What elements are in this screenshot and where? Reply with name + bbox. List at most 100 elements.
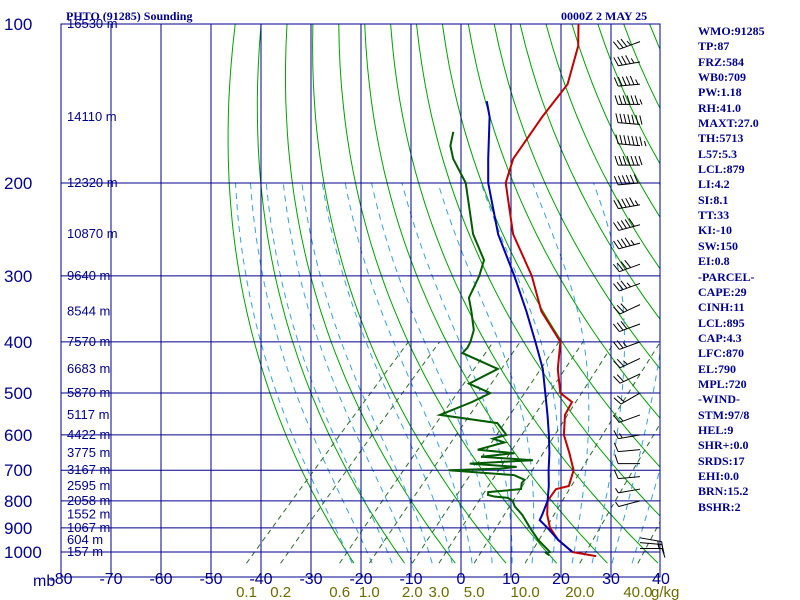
mixing-ratio-line bbox=[411, 341, 560, 564]
temperature-tick-label: -40 bbox=[249, 571, 272, 588]
wind-barb-feather bbox=[634, 155, 639, 166]
wind-barb-feather bbox=[613, 414, 620, 423]
wind-barb-feather bbox=[617, 76, 623, 86]
height-label: 3167 m bbox=[67, 462, 110, 477]
wind-barb-feather bbox=[613, 341, 620, 350]
wind-barb-feather bbox=[635, 136, 639, 146]
wind-barb-feather bbox=[620, 38, 628, 47]
wind-barb-feather bbox=[621, 76, 627, 86]
stat-item: MAXT:27.0 bbox=[698, 116, 759, 131]
temperature-tick-label: 10 bbox=[502, 571, 520, 588]
height-label: 7570 m bbox=[67, 334, 110, 349]
stat-item: EL:790 bbox=[698, 361, 737, 376]
wind-barb-feather bbox=[625, 174, 631, 185]
wind-barb-feather bbox=[625, 55, 631, 64]
temperature-tick-label: -20 bbox=[349, 571, 372, 588]
mixing-ratio-unit-label: g/kg bbox=[651, 584, 679, 600]
stat-item: PW:1.18 bbox=[698, 85, 742, 100]
wind-barb-feather bbox=[616, 281, 624, 290]
pressure-tick-label: 700 bbox=[4, 461, 32, 480]
height-label: 9640 m bbox=[67, 268, 110, 283]
pressure-tick-label: 900 bbox=[4, 519, 32, 538]
wind-barb-feather bbox=[621, 55, 627, 65]
stat-item: CAPE:29 bbox=[698, 284, 747, 299]
mixing-ratio-label: 1.0 bbox=[359, 584, 380, 600]
wind-barb-feather bbox=[626, 95, 631, 105]
wind-barb-feather bbox=[616, 221, 624, 230]
dry-adiabat-line bbox=[285, 24, 456, 564]
stat-item: L57:5.3 bbox=[698, 146, 737, 161]
wind-barb-feather bbox=[635, 114, 639, 125]
wind-barb-feather bbox=[616, 374, 625, 382]
dry-adiabat-line bbox=[338, 24, 558, 564]
dry-adiabat-line bbox=[779, 24, 800, 563]
wind-barb-feather bbox=[613, 41, 620, 50]
mixing-ratio-label: 10.0 bbox=[511, 584, 540, 600]
wind-barb-feather bbox=[630, 95, 635, 105]
stat-item: LFC:870 bbox=[698, 346, 744, 361]
dewpoint-trace bbox=[436, 131, 552, 557]
wind-barb-feather bbox=[624, 237, 631, 246]
moist-adiabat-line bbox=[631, 467, 660, 564]
wind-barb-half-feather bbox=[623, 360, 628, 365]
moist-adiabat-line bbox=[321, 182, 453, 564]
stat-item: HEL:9 bbox=[698, 422, 734, 437]
mixing-ratio-line bbox=[524, 341, 660, 564]
wind-barb-feather bbox=[614, 454, 619, 464]
stat-item: LCL:895 bbox=[698, 315, 745, 330]
stat-item: FRZ:584 bbox=[698, 54, 744, 69]
dry-adiabat-line bbox=[256, 24, 406, 564]
wind-barb-feather bbox=[613, 283, 620, 292]
wind-barb-feather bbox=[613, 442, 619, 452]
mixing-ratio-label: 40.0 bbox=[623, 584, 652, 600]
moist-adiabat-line bbox=[282, 182, 413, 564]
dry-adiabat-line bbox=[364, 24, 608, 564]
height-label: 16530 m bbox=[67, 16, 118, 31]
mixing-ratio-line bbox=[246, 341, 409, 564]
wind-barb-feather bbox=[613, 306, 621, 315]
height-label: 12320 m bbox=[67, 175, 118, 190]
stat-item: TH:5713 bbox=[698, 131, 744, 146]
temperature-tick-label: -80 bbox=[49, 571, 72, 588]
wind-barb-feather bbox=[624, 219, 631, 228]
wind-barb-half-feather bbox=[643, 140, 647, 147]
dry-adiabat-line bbox=[390, 24, 659, 564]
wind-barb-feather bbox=[613, 175, 619, 186]
wind-barb-feather bbox=[622, 95, 627, 105]
wind-barb-feather bbox=[613, 360, 621, 369]
mixing-ratio-line bbox=[579, 423, 660, 564]
wind-barb-feather bbox=[626, 155, 631, 166]
dry-adiabat-line bbox=[416, 24, 660, 517]
stat-item: -WIND- bbox=[698, 392, 740, 407]
wind-barb-feather bbox=[614, 95, 619, 105]
moist-adiabat-line bbox=[235, 182, 353, 564]
wind-barb-feather bbox=[618, 155, 623, 166]
height-label: 8544 m bbox=[67, 303, 110, 318]
wind-barb bbox=[618, 488, 641, 494]
wind-barb-feather bbox=[615, 134, 619, 144]
temperature-tick-label: 0 bbox=[457, 571, 466, 588]
wind-barb-feather bbox=[639, 115, 643, 125]
wind-barb-feather bbox=[613, 77, 619, 87]
wind-barb-half-feather bbox=[615, 501, 620, 507]
stat-item: STM:97/8 bbox=[698, 407, 750, 422]
pressure-tick-label: 500 bbox=[4, 384, 32, 403]
wind-barb-feather bbox=[616, 322, 624, 331]
dry-adiabat-line bbox=[519, 24, 660, 320]
wind-barb-feather bbox=[619, 113, 623, 124]
stat-item: BRN:15.2 bbox=[698, 484, 749, 499]
wind-barb-feather bbox=[614, 155, 619, 166]
dry-adiabat-line bbox=[571, 24, 660, 218]
wind-barb-feather bbox=[619, 134, 623, 145]
temperature-tick-label: -10 bbox=[399, 571, 422, 588]
dry-adiabat-line bbox=[467, 24, 660, 419]
pressure-tick-label: 800 bbox=[4, 492, 32, 511]
pressure-tick-label: 100 bbox=[4, 15, 32, 34]
wind-barb-feather bbox=[629, 197, 635, 207]
moist-adiabat-line bbox=[611, 182, 660, 564]
moist-adiabat-line bbox=[480, 182, 560, 564]
wind-barb-feather bbox=[630, 155, 635, 166]
wind-barb-feather bbox=[616, 395, 625, 403]
height-label: 157 m bbox=[67, 544, 103, 559]
wind-barb-feather bbox=[638, 155, 643, 166]
